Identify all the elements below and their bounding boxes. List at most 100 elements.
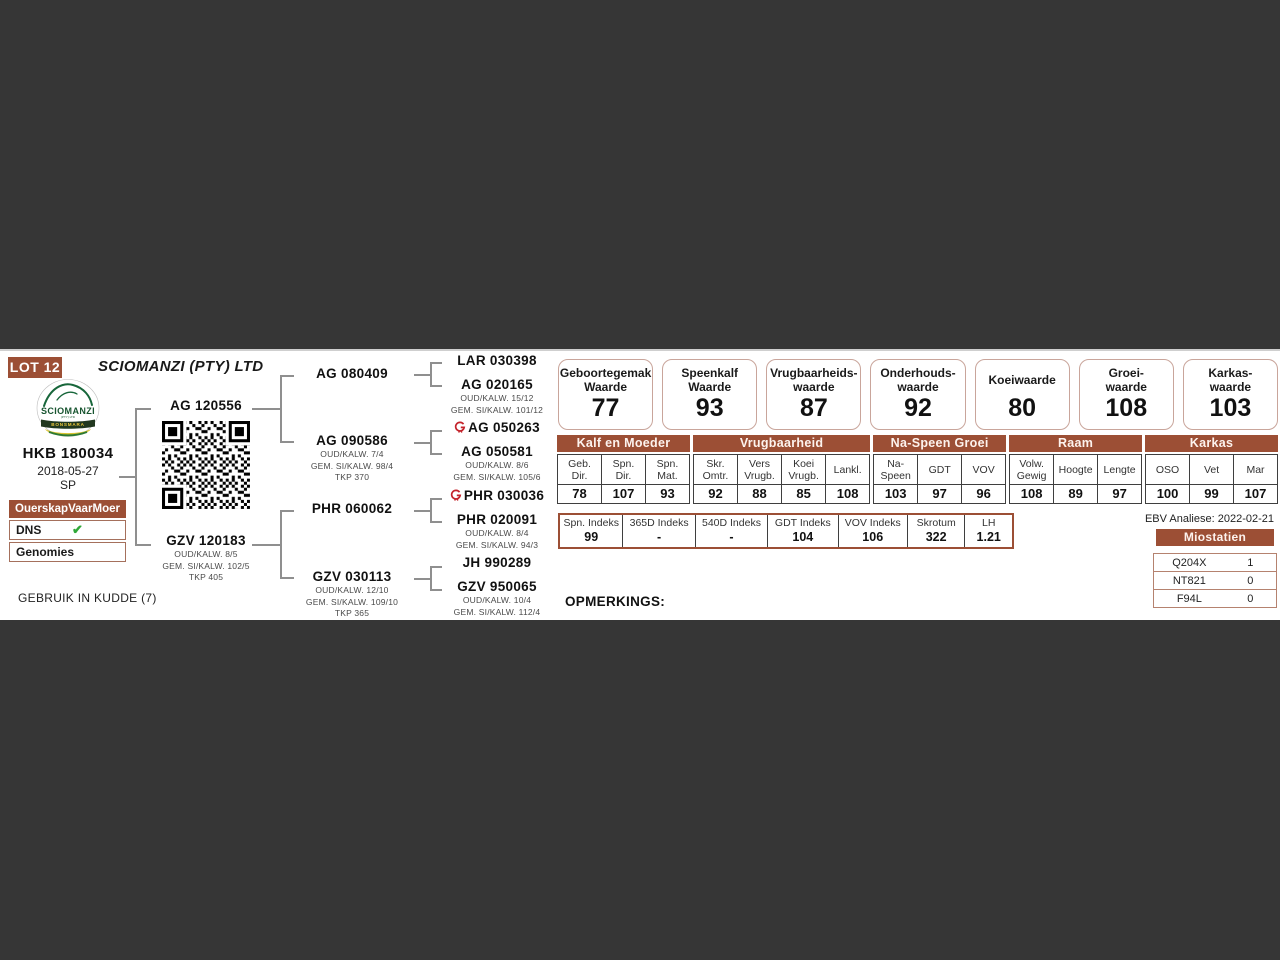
index-cell-vov: VOV Indeks 106 [837,515,907,547]
pedigree-node-ggp: JH 990289 [437,555,557,570]
index-value: - [657,530,662,544]
ebv-value: 97 [1098,484,1142,503]
ebv-label-line: Vers [749,457,771,470]
value-box-number: 92 [904,394,932,422]
index-label: 365D Indeks [629,517,689,529]
ebv-value: 107 [1234,484,1278,503]
ebv-cell-label: Lengte [1098,455,1141,484]
ebv-group-body: OSO 100 Vet 99 Mar 107 [1145,454,1278,504]
ebv-group-kalf-en-moeder: Kalf en Moeder Geb. Dir. 78 Spn. Dir. 107 Sp… [557,435,690,504]
ancestor-id: AG 050581 [461,444,533,459]
value-box-geboortegemak: Geboortegemak Waarde 77 [558,359,654,430]
tree-line [280,577,294,579]
ebv-value: 89 [1054,484,1098,503]
ebv-value: 96 [962,484,1006,503]
ancestor-id: PHR 020091 [456,512,538,527]
myostatin-value: 0 [1247,574,1254,587]
pedigree-node-ggp: LAR 030398 [437,353,557,368]
ebv-group-vrugbaarheid: Vrugbaarheid Skr. Omtr. 92 Vers Vrugb. 88 Ko… [692,435,871,504]
ebv-cell: Geb. Dir. 78 [558,455,601,503]
value-box-title: Vrugbaarheids-waarde [770,365,857,395]
ancestor-id: GZV 950065 [457,579,537,594]
tree-line [280,375,294,377]
ebv-label-line: Geb. [568,457,591,470]
value-box-title-line: Karkas- [1208,365,1253,380]
value-box-karkas: Karkas-waarde 103 [1182,359,1278,430]
value-box-title-line: waarde [897,380,939,394]
ancestor-stat: GEM. SI/KALW. 98/4 [310,460,394,471]
pedigree-node-granddam: AG 090586 OUD/KALW. 7/4 GEM. SI/KALW. 98… [292,433,412,483]
ebv-label-line: Vrugb. [744,469,775,482]
tree-line [280,375,282,442]
tree-line [430,521,442,523]
ebv-cell-label: Mar [1234,455,1277,484]
ebv-value: 78 [558,484,601,503]
index-label: Skrotum [916,517,956,529]
value-box-title: Karkas-waarde [1208,365,1252,395]
ebv-group-header: Karkas [1145,435,1278,452]
dam-stat: GEM. SI/KALW. 102/5 [162,560,250,571]
ebv-value: 108 [826,484,870,503]
index-value: 99 [584,530,599,544]
ebv-value: 107 [601,484,645,503]
value-box-title-line: waarde [1105,380,1147,394]
tree-line [430,430,432,454]
tree-line [252,544,280,546]
ancestor-id-text: PHR 030036 [463,488,545,503]
remarks-label: OPMERKINGS: [565,594,666,609]
ebv-cell: Mar 107 [1233,455,1278,503]
ebv-cell-label: Lankl. [826,455,869,484]
svg-text:SCIOMANZI: SCIOMANZI [41,406,95,416]
parentage-row-genomies: Genomies [9,542,126,562]
pedigree-node-ggp: GZV 950065 OUD/KALW. 10/4 GEM. SI/KALW. … [437,579,557,617]
svg-text:BONSMARA: BONSMARA [51,422,84,427]
catalog-card: LOT 12 SCIOMANZI (PTY) LTD SCIOMANZI (PT… [0,349,1280,620]
ebv-cell: Skr. Omtr. 92 [693,455,737,503]
ebv-label-line: Spn. [612,457,635,470]
ebv-label-line: OSO [1155,463,1180,476]
ancestor-id: GZV 030113 [312,569,392,584]
tree-line [430,498,432,522]
index-label: 540D Indeks [701,517,761,529]
tree-line [280,441,294,443]
value-box-number: 80 [1008,394,1037,422]
ebv-group-body: Skr. Omtr. 92 Vers Vrugb. 88 Koei Vrugb. 85 La… [692,454,871,504]
pedigree-node-ggp: PHR 030036 [437,488,557,503]
tree-line [414,578,430,580]
value-box-title-line: Groei- [1108,365,1144,380]
pedigree-node-grandsire: AG 080409 [292,366,412,381]
ebv-group-karkas: Karkas OSO 100 Vet 99 Mar 107 [1145,435,1278,504]
lot-badge: LOT 12 [8,357,62,378]
qr-finder-bottom-left [162,484,187,509]
ebv-label-line: Dir. [571,469,588,482]
value-box-title: Geboortegemak Waarde [560,365,651,395]
sire-id: AG 120556 [170,398,242,413]
value-box-number: 77 [591,394,620,422]
tree-line [414,374,430,376]
parentage-row-dns: DNS ✔ [9,520,126,540]
genomies-label: Genomies [16,545,75,559]
index-cell-lh: LH 1.21 [964,515,1012,547]
myostatin-marker: NT821 [1172,574,1206,587]
value-box-koei: Koeiwaarde 80 [974,359,1070,430]
tree-line [414,510,430,512]
ebv-value: 97 [918,484,962,503]
dam-stat: OUD/KALW. 8/5 [174,549,238,559]
value-box-title-line: Waarde [688,380,732,394]
tree-line [119,476,135,478]
ebv-cell-label: Vet [1190,455,1233,484]
ebv-cell: Lengte 97 [1097,455,1142,503]
ebv-cell-label: Vers Vrugb. [738,455,781,484]
breeder-name: SCIOMANZI (PTY) LTD [98,358,264,375]
value-box-title-line: Vrugbaarheids- [770,365,858,380]
ebv-label-line: Na- [887,457,905,470]
pedigree-node-ggp: AG 020165 OUD/KALW. 15/12 GEM. SI/KALW. … [437,377,557,415]
tree-line [430,589,442,591]
ancestor-stat: GEM. SI/KALW. 94/3 [455,539,539,550]
index-label: GDT Indeks [774,517,831,529]
value-box-title-line: Speenkalf [681,365,739,380]
ebv-cell: Lankl. 108 [825,455,870,503]
myostatin-marker: F94L [1176,592,1202,605]
ancestor-stat: TKP 370 [334,472,370,482]
index-row: Spn. Indeks 99 365D Indeks - 540D Indeks - … [558,513,1014,549]
